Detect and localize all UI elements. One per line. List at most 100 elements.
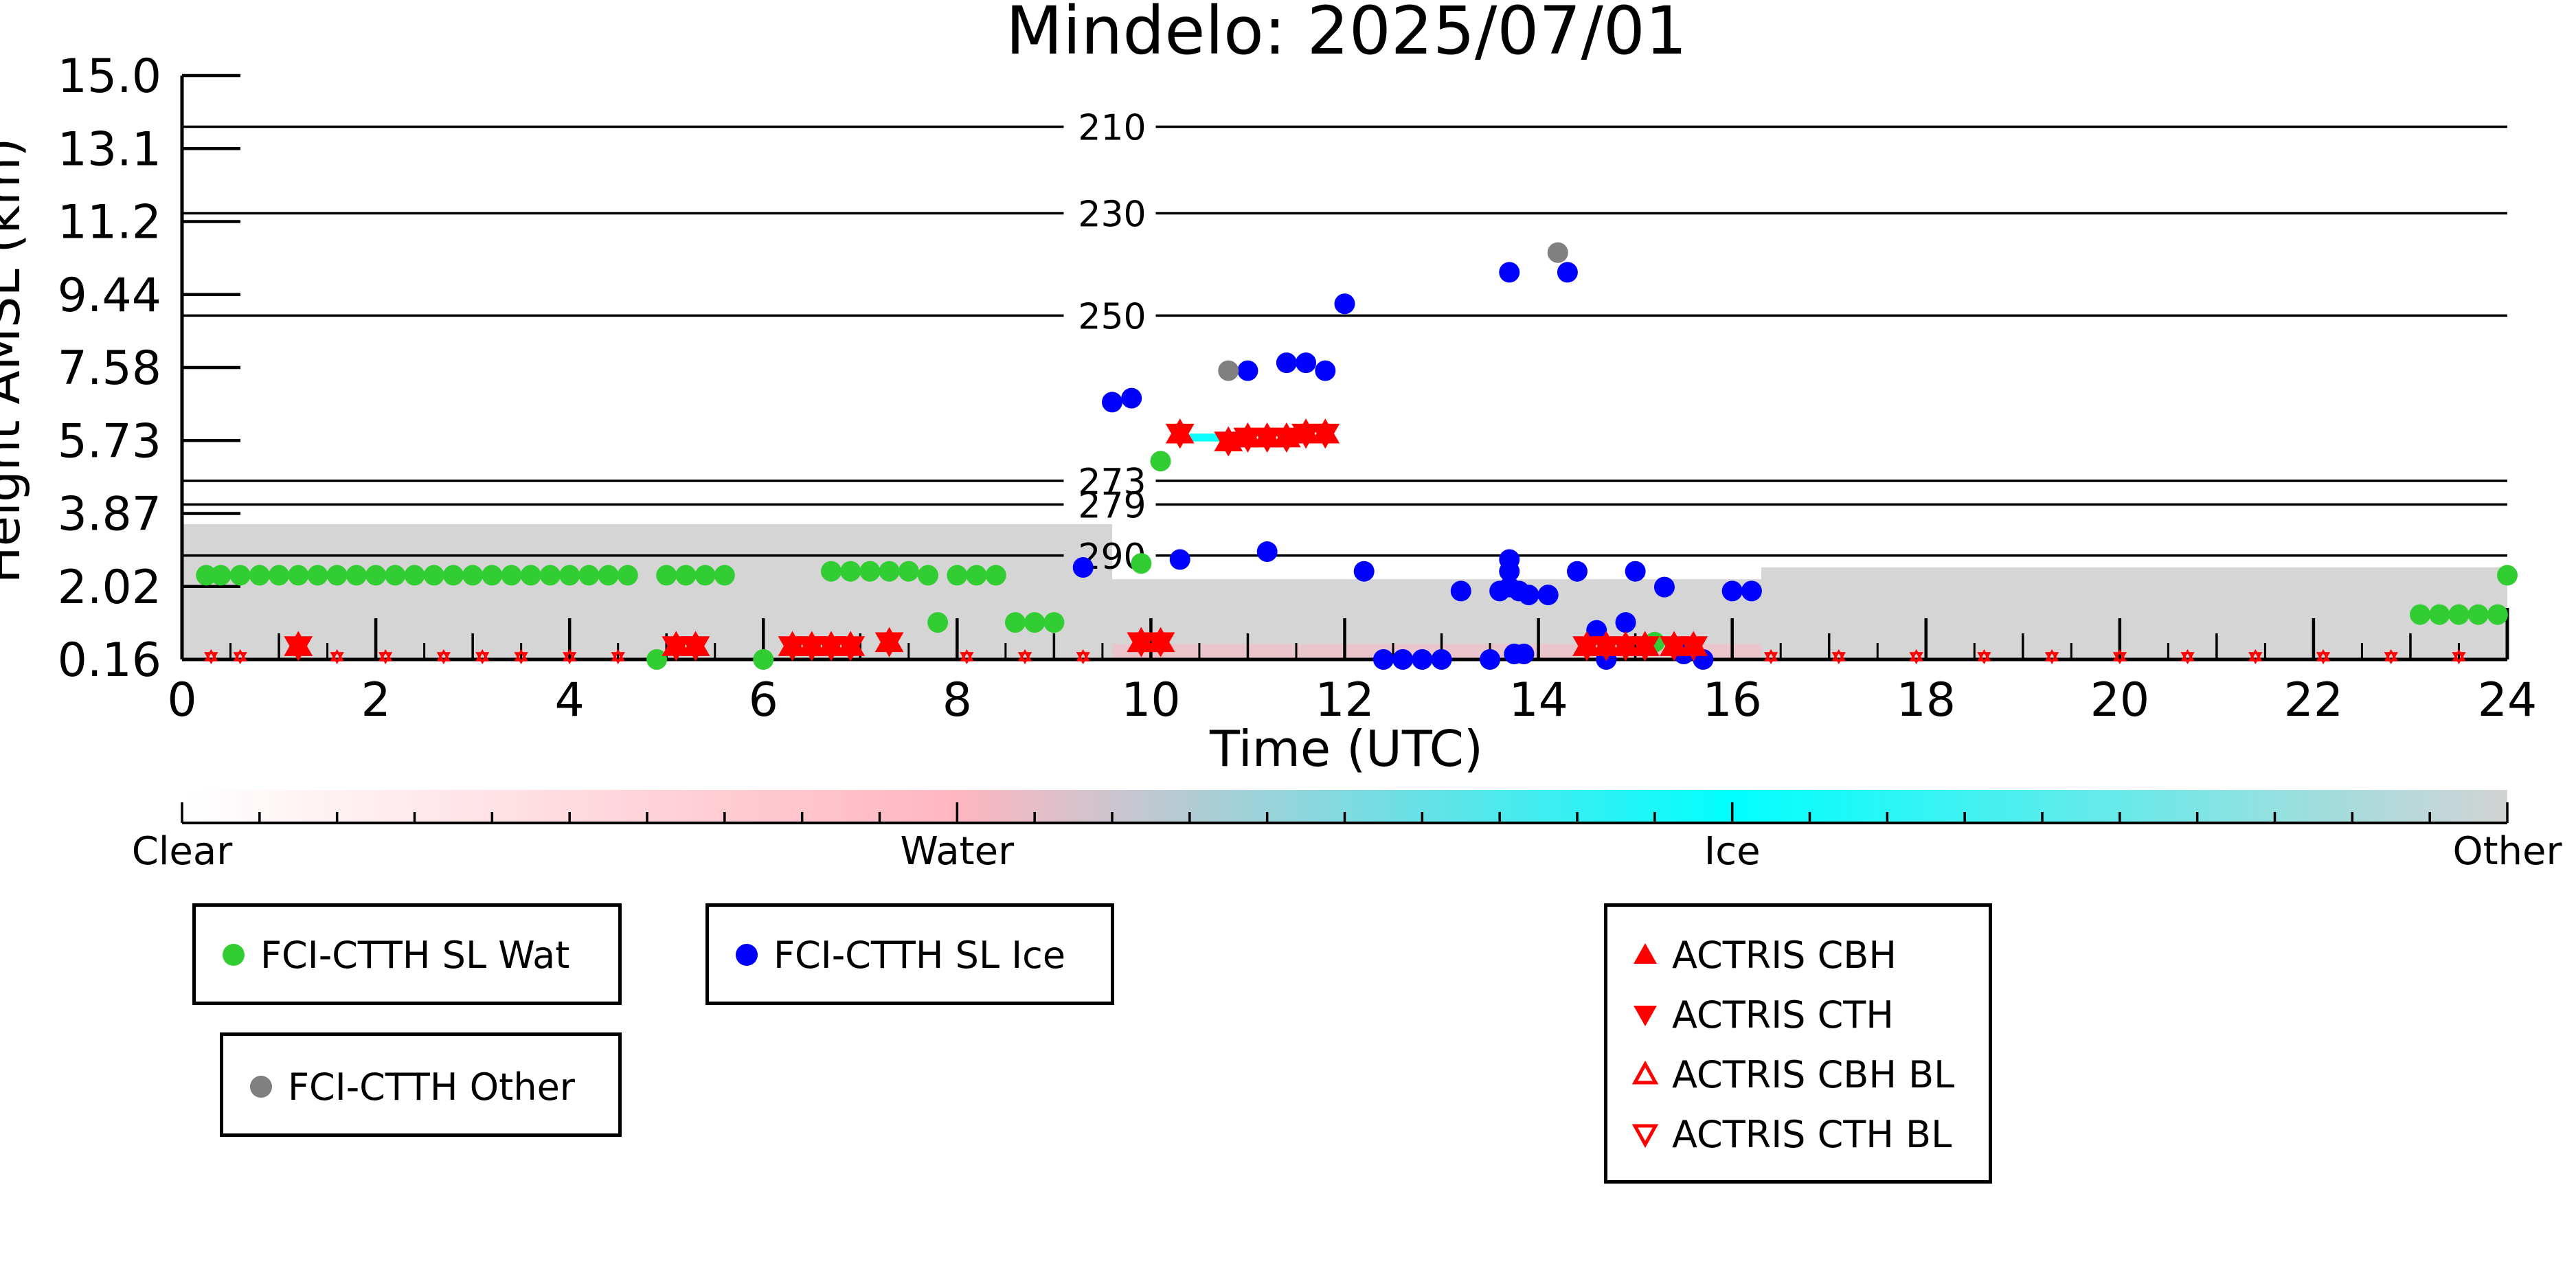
y-tick-label: 15.0 bbox=[58, 49, 161, 104]
actris-cth-bl-point bbox=[233, 652, 247, 665]
fci-ctth-sl-wat-point bbox=[966, 565, 987, 586]
fci-ctth-sl-ice-point bbox=[1741, 580, 1762, 602]
fci-ctth-sl-ice-point bbox=[1518, 585, 1539, 606]
fci-ctth-sl-wat-point bbox=[985, 565, 1006, 586]
fci-ctth-sl-wat-point bbox=[694, 565, 716, 586]
x-tick-label: 20 bbox=[2090, 673, 2150, 727]
actris-cth-bl-point bbox=[1977, 652, 1991, 665]
fci-ctth-sl-wat-point bbox=[2497, 565, 2518, 586]
fci-ctth-sl-ice-point bbox=[1499, 549, 1520, 570]
fci-ctth-sl-wat-point bbox=[365, 565, 387, 586]
fci-ctth-sl-ice-point bbox=[1586, 620, 1607, 641]
actris-cth-point bbox=[1630, 636, 1660, 662]
gray-circle-icon bbox=[250, 1076, 272, 1098]
colorbar-label: Ice bbox=[1704, 829, 1761, 874]
green-circle-icon bbox=[223, 944, 245, 966]
fci-ctth-sl-ice-point bbox=[1625, 561, 1646, 582]
actris-cth-bl-point bbox=[2044, 652, 2059, 665]
contour-label-230: 230 bbox=[1078, 194, 1146, 235]
legend-label-other: FCI-CTTH Other bbox=[288, 1065, 575, 1109]
fci-ctth-sl-ice-point bbox=[1392, 649, 1414, 670]
fci-ctth-sl-ice-point bbox=[1431, 649, 1452, 670]
fci-ctth-sl-wat-point bbox=[675, 565, 697, 586]
actris-cth-bl-point bbox=[1076, 652, 1090, 665]
fci-ctth-sl-ice-point bbox=[1499, 262, 1520, 283]
fci-ctth-sl-wat-point bbox=[539, 565, 561, 586]
fci-ctth-sl-ice-point bbox=[1072, 556, 1094, 578]
actris-cth-point bbox=[1660, 636, 1688, 662]
fci-ctth-sl-wat-point bbox=[1131, 553, 1152, 574]
actris-cth-bl-point bbox=[1763, 652, 1778, 665]
fci-ctth-sl-wat-point bbox=[501, 565, 522, 586]
actris-cth-point bbox=[284, 636, 313, 662]
fci-ctth-sl-wat-point bbox=[2410, 604, 2431, 625]
legend-label-actris-cth-bl: ACTRIS CTH BL bbox=[1672, 1112, 1952, 1156]
fci-ctth-sl-wat-point bbox=[820, 561, 841, 582]
fci-ctth-sl-wat-point bbox=[229, 565, 251, 586]
actris-cth-point bbox=[1572, 636, 1602, 662]
fci-ctth-sl-wat-point bbox=[578, 565, 600, 586]
legend-label-actris-cbh: ACTRIS CBH bbox=[1672, 933, 1897, 977]
colorbar-label: Other bbox=[2452, 829, 2562, 874]
contour-label-250: 250 bbox=[1078, 296, 1146, 337]
y-tick-label: 9.44 bbox=[58, 269, 161, 323]
actris-cth-point bbox=[797, 636, 826, 662]
fci-ctth-sl-wat-point bbox=[927, 612, 949, 633]
actris-cth-point bbox=[817, 636, 846, 662]
fci-ctth-sl-ice-point bbox=[1513, 643, 1535, 664]
fci-ctth-sl-wat-point bbox=[714, 565, 735, 586]
triangle-down-icon bbox=[1634, 1006, 1657, 1026]
actris-cth-bl-point bbox=[514, 652, 528, 665]
fci-ctth-sl-wat-point bbox=[646, 649, 668, 670]
fci-ctth-sl-ice-point bbox=[1412, 649, 1433, 670]
fci-ctth-sl-ice-point bbox=[1102, 392, 1122, 413]
fci-ctth-sl-wat-point bbox=[859, 561, 881, 582]
fci-ctth-sl-ice-point bbox=[1450, 580, 1471, 602]
legend-actris: ACTRIS CBH ACTRIS CTH ACTRIS CBH BL ACTR… bbox=[1604, 903, 1992, 1184]
fci-ctth-sl-wat-point bbox=[385, 565, 406, 586]
fci-ctth-sl-wat-point bbox=[196, 565, 217, 586]
fci-ctth-sl-ice-point bbox=[1537, 585, 1559, 606]
actris-cth-bl-point bbox=[2248, 652, 2263, 665]
fci-ctth-sl-ice-point bbox=[1296, 352, 1317, 374]
fci-ctth-sl-wat-point bbox=[598, 565, 619, 586]
x-tick-label: 10 bbox=[1121, 673, 1181, 727]
y-tick-label: 7.58 bbox=[58, 341, 161, 396]
actris-cth-bl-point bbox=[330, 652, 344, 665]
actris-cth-point bbox=[1611, 636, 1640, 662]
fci-ctth-sl-wat-point bbox=[404, 565, 425, 586]
actris-cth-bl-point bbox=[204, 652, 218, 665]
fci-ctth-sl-ice-point bbox=[1567, 561, 1588, 582]
fci-ctth-sl-ice-point bbox=[1721, 580, 1743, 602]
x-tick-label: 14 bbox=[1509, 673, 1568, 727]
actris-cth-bl-point bbox=[2112, 652, 2127, 665]
fci-ctth-sl-wat-point bbox=[840, 561, 861, 582]
triangle-up-outline-icon bbox=[1631, 1060, 1659, 1085]
fci-ctth-other-point bbox=[1218, 360, 1239, 381]
actris-cth-point bbox=[836, 636, 866, 662]
contour-label-273: 273 bbox=[1078, 462, 1146, 503]
fci-ctth-sl-wat-point bbox=[2429, 604, 2450, 625]
legend-label-actris-cbh-bl: ACTRIS CBH BL bbox=[1672, 1052, 1955, 1096]
fci-ctth-sl-wat-point bbox=[307, 565, 328, 586]
cloud-region-2 bbox=[1761, 567, 2507, 659]
fci-ctth-sl-wat-point bbox=[617, 565, 638, 586]
fci-ctth-sl-wat-point bbox=[462, 565, 484, 586]
x-tick-label: 4 bbox=[555, 673, 585, 727]
x-tick-label: 22 bbox=[2284, 673, 2344, 727]
actris-cth-point bbox=[1252, 427, 1282, 453]
x-tick-label: 0 bbox=[167, 673, 196, 727]
fci-ctth-sl-wat-point bbox=[656, 565, 677, 586]
actris-cth-point bbox=[1679, 636, 1708, 662]
actris-cth-point bbox=[1146, 632, 1175, 657]
y-tick-label: 3.87 bbox=[58, 488, 161, 542]
fci-ctth-sl-ice-point bbox=[1169, 549, 1190, 570]
actris-cth-point bbox=[874, 632, 904, 657]
x-tick-label: 24 bbox=[2478, 673, 2538, 727]
legend-label-actris-cth: ACTRIS CTH bbox=[1672, 993, 1894, 1037]
fci-ctth-sl-wat-point bbox=[947, 565, 968, 586]
actris-cth-bl-point bbox=[2180, 652, 2195, 665]
x-tick-label: 8 bbox=[942, 673, 972, 727]
triangle-up-icon bbox=[1634, 943, 1657, 964]
fci-ctth-sl-ice-point bbox=[1121, 387, 1142, 409]
